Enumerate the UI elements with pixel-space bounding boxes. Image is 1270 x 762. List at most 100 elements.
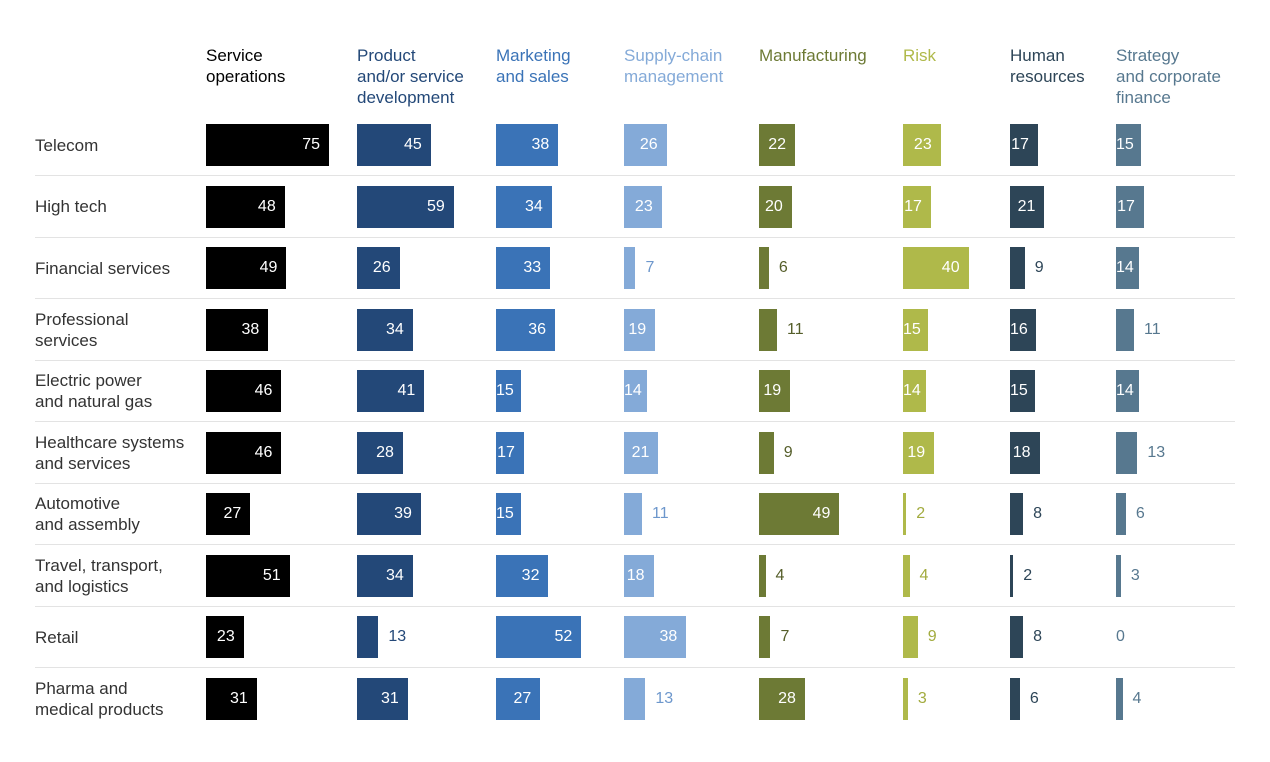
value-label: 46 xyxy=(254,443,273,461)
value-label: 6 xyxy=(778,259,788,276)
bar-automotive-and-assembly-supply-chain-management xyxy=(624,493,643,535)
value-label: 4 xyxy=(919,566,929,584)
value-label: 32 xyxy=(521,566,540,584)
value-label: 7 xyxy=(645,259,655,276)
bar-telecom-service-operations xyxy=(206,124,329,166)
value-label: 49 xyxy=(812,505,831,522)
bar-electric-power-and-natural-gas-service-operations xyxy=(206,370,282,412)
value-label: 31 xyxy=(381,689,399,707)
bar-pharma-and-medical-products-human-resources xyxy=(1010,677,1020,720)
bar-financial-services-human-resources xyxy=(1010,247,1025,289)
value-label: 14 xyxy=(624,382,642,399)
bar-financial-services-supply-chain-management xyxy=(624,247,636,289)
column-header-product-and-or-service-development: Product and/or service development xyxy=(357,46,464,107)
bar-healthcare-systems-and-services-risk xyxy=(903,431,935,474)
value-label: 18 xyxy=(1012,443,1031,461)
row-separator xyxy=(35,482,1235,484)
value-label: 2 xyxy=(916,505,926,522)
row-label-automotive-and-assembly: Automotive and assembly xyxy=(35,494,140,534)
value-label: 17 xyxy=(497,443,515,461)
value-label: 17 xyxy=(1117,197,1135,215)
value-label: 28 xyxy=(778,689,796,707)
row-label-electric-power-and-natural-gas: Electric power and natural gas xyxy=(35,371,153,411)
bar-financial-services-marketing-and-sales xyxy=(496,247,551,289)
value-label: 11 xyxy=(1144,320,1161,338)
bar-retail-product-and-or-service-development xyxy=(357,616,379,658)
value-label: 21 xyxy=(1017,197,1036,215)
value-label: 51 xyxy=(262,566,281,584)
value-label: 8 xyxy=(1033,628,1043,645)
bar-professional-services-service-operations xyxy=(206,308,269,351)
value-label: 9 xyxy=(783,443,793,461)
value-label: 3 xyxy=(917,689,927,707)
bar-professional-services-strategy-and-corporate-finance xyxy=(1116,308,1135,351)
bar-healthcare-systems-and-services-human-resources xyxy=(1010,431,1040,474)
value-label: 59 xyxy=(426,197,445,215)
value-label: 38 xyxy=(659,628,678,645)
value-label: 9 xyxy=(927,628,937,645)
column-header-risk: Risk xyxy=(903,46,937,65)
value-label: 40 xyxy=(941,259,960,276)
value-label: 23 xyxy=(216,628,235,645)
bar-high-tech-strategy-and-corporate-finance xyxy=(1116,185,1144,228)
bar-pharma-and-medical-products-service-operations xyxy=(206,677,257,720)
value-label: 15 xyxy=(903,320,921,338)
bar-professional-services-product-and-or-service-development xyxy=(357,308,413,351)
bar-telecom-product-and-or-service-development xyxy=(357,124,431,166)
bar-travel-transport-and-logistics-marketing-and-sales xyxy=(496,554,549,597)
row-separator xyxy=(35,236,1235,238)
value-label: 11 xyxy=(787,320,804,338)
value-label: 8 xyxy=(1033,505,1043,522)
value-label: 38 xyxy=(531,136,550,153)
bar-professional-services-human-resources xyxy=(1010,308,1037,351)
row-separator xyxy=(35,544,1235,545)
value-label: 17 xyxy=(904,197,922,215)
value-label: 13 xyxy=(388,628,407,645)
row-label-financial-services: Financial services xyxy=(35,258,171,278)
bar-travel-transport-and-logistics-manufacturing xyxy=(759,554,766,597)
bar-telecom-human-resources xyxy=(1010,124,1038,166)
bar-healthcare-systems-and-services-service-operations xyxy=(206,431,282,474)
row-label-professional-services: Professional services xyxy=(35,309,129,350)
value-label: 0 xyxy=(1116,628,1125,645)
bar-professional-services-manufacturing xyxy=(759,308,778,351)
value-label: 75 xyxy=(302,136,320,153)
bar-telecom-marketing-and-sales xyxy=(496,124,559,166)
bar-retail-human-resources xyxy=(1010,616,1024,658)
row-separator xyxy=(35,359,1235,361)
bar-electric-power-and-natural-gas-strategy-and-corporate-finance xyxy=(1116,370,1139,412)
value-label: 9 xyxy=(1034,259,1044,276)
bar-high-tech-marketing-and-sales xyxy=(496,185,552,228)
value-label: 11 xyxy=(652,505,669,522)
value-label: 36 xyxy=(528,320,547,338)
bar-financial-services-product-and-or-service-development xyxy=(357,247,400,289)
value-label: 31 xyxy=(230,689,248,707)
row-separator xyxy=(35,667,1235,668)
bar-automotive-and-assembly-human-resources xyxy=(1010,493,1024,535)
bar-travel-transport-and-logistics-supply-chain-management xyxy=(624,554,654,597)
bar-healthcare-systems-and-services-product-and-or-service-development xyxy=(357,431,403,474)
bar-high-tech-human-resources xyxy=(1010,185,1045,228)
bar-travel-transport-and-logistics-risk xyxy=(903,554,910,597)
bar-high-tech-supply-chain-management xyxy=(624,185,662,228)
value-label: 7 xyxy=(780,628,790,645)
value-label: 27 xyxy=(223,505,242,522)
bar-automotive-and-assembly-marketing-and-sales xyxy=(496,493,521,535)
bar-retail-risk xyxy=(903,616,918,658)
value-label: 19 xyxy=(907,443,926,461)
value-label: 15 xyxy=(1116,136,1134,153)
bar-travel-transport-and-logistics-human-resources xyxy=(1010,554,1014,597)
bar-financial-services-manufacturing xyxy=(759,247,769,289)
value-label: 13 xyxy=(1147,443,1166,461)
value-label: 46 xyxy=(254,382,273,399)
value-label: 27 xyxy=(513,689,532,707)
value-label: 22 xyxy=(768,136,787,153)
bar-telecom-strategy-and-corporate-finance xyxy=(1116,124,1141,166)
row-separator xyxy=(35,175,1235,176)
bar-automotive-and-assembly-product-and-or-service-development xyxy=(357,493,421,535)
row-separator xyxy=(35,421,1235,422)
value-label: 34 xyxy=(385,566,404,584)
bar-electric-power-and-natural-gas-supply-chain-management xyxy=(624,370,647,412)
bar-telecom-manufacturing xyxy=(759,124,796,166)
value-label: 52 xyxy=(554,628,573,645)
